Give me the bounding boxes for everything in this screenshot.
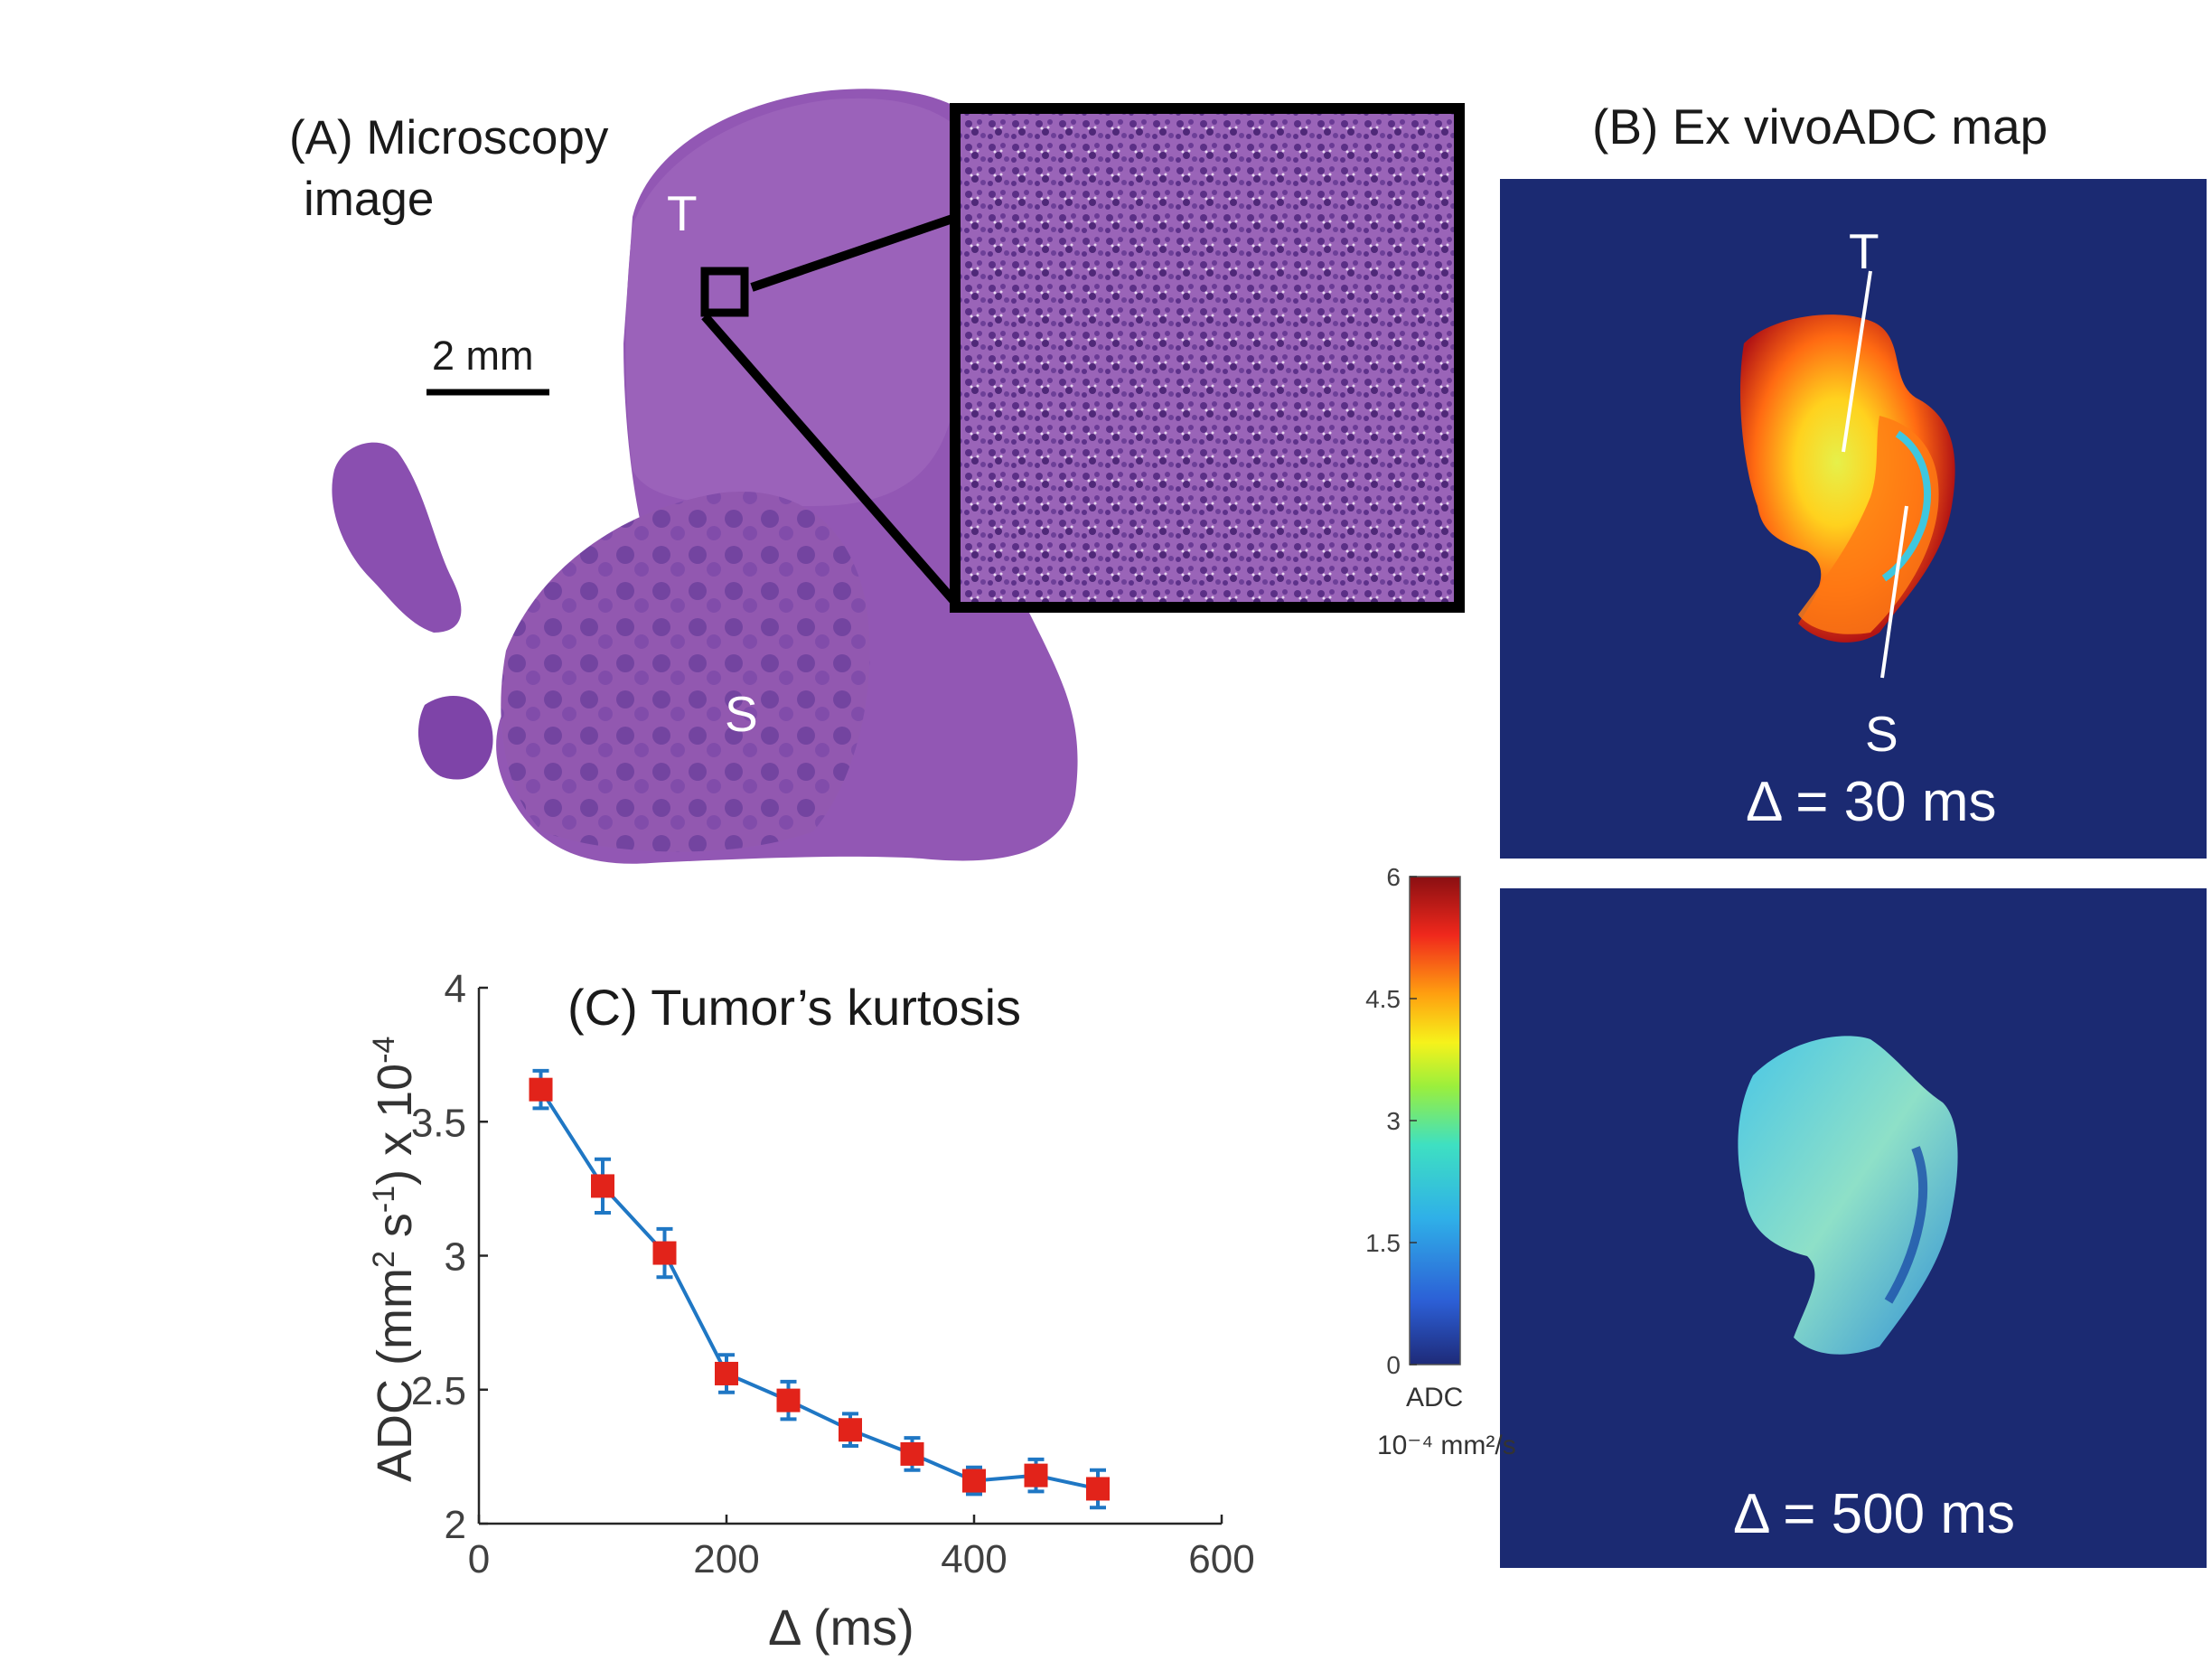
tissue-fragment xyxy=(417,696,493,780)
series-line xyxy=(539,1088,1099,1491)
chart-title: (C) Tumor’s kurtosis xyxy=(567,979,1022,1036)
data-point xyxy=(652,1241,677,1265)
tumor-region xyxy=(625,98,985,506)
data-point xyxy=(715,1361,738,1385)
y-tick-label: 2 xyxy=(445,1503,466,1547)
zoom-inset xyxy=(950,103,1465,613)
colorbar-tick-label: 6 xyxy=(1386,863,1401,891)
colorbar-tick-label: 0 xyxy=(1386,1351,1401,1379)
data-point xyxy=(776,1388,801,1412)
y-tick-label: 2.5 xyxy=(411,1369,466,1413)
y-tick-label: 4 xyxy=(445,967,466,1011)
data-point xyxy=(591,1174,614,1198)
y-axis-label-sup3: -4 xyxy=(367,1036,401,1064)
stroma-region xyxy=(501,491,870,852)
colorbar-label-line1: ADC xyxy=(1406,1383,1464,1412)
colorbar xyxy=(1409,876,1461,1365)
delta-500-label: Δ = 500 ms xyxy=(1733,1483,2015,1545)
y-axis-label-main: ADC (mm xyxy=(368,1268,422,1482)
x-tick-label: 400 xyxy=(941,1537,1007,1581)
colorbar-tick-label: 3 xyxy=(1386,1107,1401,1135)
data-point xyxy=(1024,1463,1048,1487)
colorbar-ticks: 0 1.5 3 4.5 6 xyxy=(1365,863,1417,1379)
y-axis-label-mid: s xyxy=(368,1213,422,1252)
colorbar-tick-label: 1.5 xyxy=(1365,1229,1401,1257)
tumor-label-a: T xyxy=(667,185,698,241)
stroma-pointer-top xyxy=(1880,505,1908,679)
y-axis-label-sup1: 2 xyxy=(367,1251,401,1269)
adc-map-bottom-tissue xyxy=(1738,1036,1958,1355)
stroma-label-b: S xyxy=(1865,706,1898,762)
x-tick-label: 200 xyxy=(693,1537,759,1581)
y-axis-label-sup2: -1 xyxy=(367,1185,401,1214)
tumor-label-b: T xyxy=(1849,223,1879,279)
panel-b-title: (B) Ex vivoADC map xyxy=(1592,99,2048,155)
zoom-source-box xyxy=(700,267,749,317)
stroma-label-a: S xyxy=(725,686,758,742)
colorbar-tick-label: 4.5 xyxy=(1365,985,1401,1013)
data-point xyxy=(900,1441,924,1466)
data-point xyxy=(962,1469,986,1493)
x-tick-label: 0 xyxy=(468,1537,490,1581)
delta-30-label: Δ = 30 ms xyxy=(1746,771,1997,833)
y-tick-label: 3 xyxy=(445,1235,466,1280)
y-axis-label-tail: ) x 10 xyxy=(368,1063,422,1186)
data-point xyxy=(839,1418,862,1442)
data-point xyxy=(1086,1477,1110,1501)
tumor-pointer-top xyxy=(1842,270,1872,453)
adc-map-top-tissue xyxy=(1739,314,1955,643)
microscopy-image xyxy=(332,89,1078,864)
panel-a-title-line1: (A) Microscopy xyxy=(289,111,609,164)
scale-bar-label: 2 mm xyxy=(432,333,534,379)
panel-a-title-line2: image xyxy=(304,173,435,226)
data-point xyxy=(529,1077,553,1102)
adc-line-chart: 0 200 400 600 2 2.5 3 3.5 4 xyxy=(411,967,1255,1581)
colorbar-label-line2: 10⁻⁴ mm²/s xyxy=(1377,1431,1516,1460)
y-tick-label: 3.5 xyxy=(411,1101,466,1145)
x-tick-label: 600 xyxy=(1188,1537,1254,1581)
y-axis-label: ADC (mm2 s-1) x 10-4 xyxy=(367,1037,423,1482)
tissue-lobe-left xyxy=(332,442,462,633)
x-axis-label: Δ (ms) xyxy=(768,1599,914,1656)
